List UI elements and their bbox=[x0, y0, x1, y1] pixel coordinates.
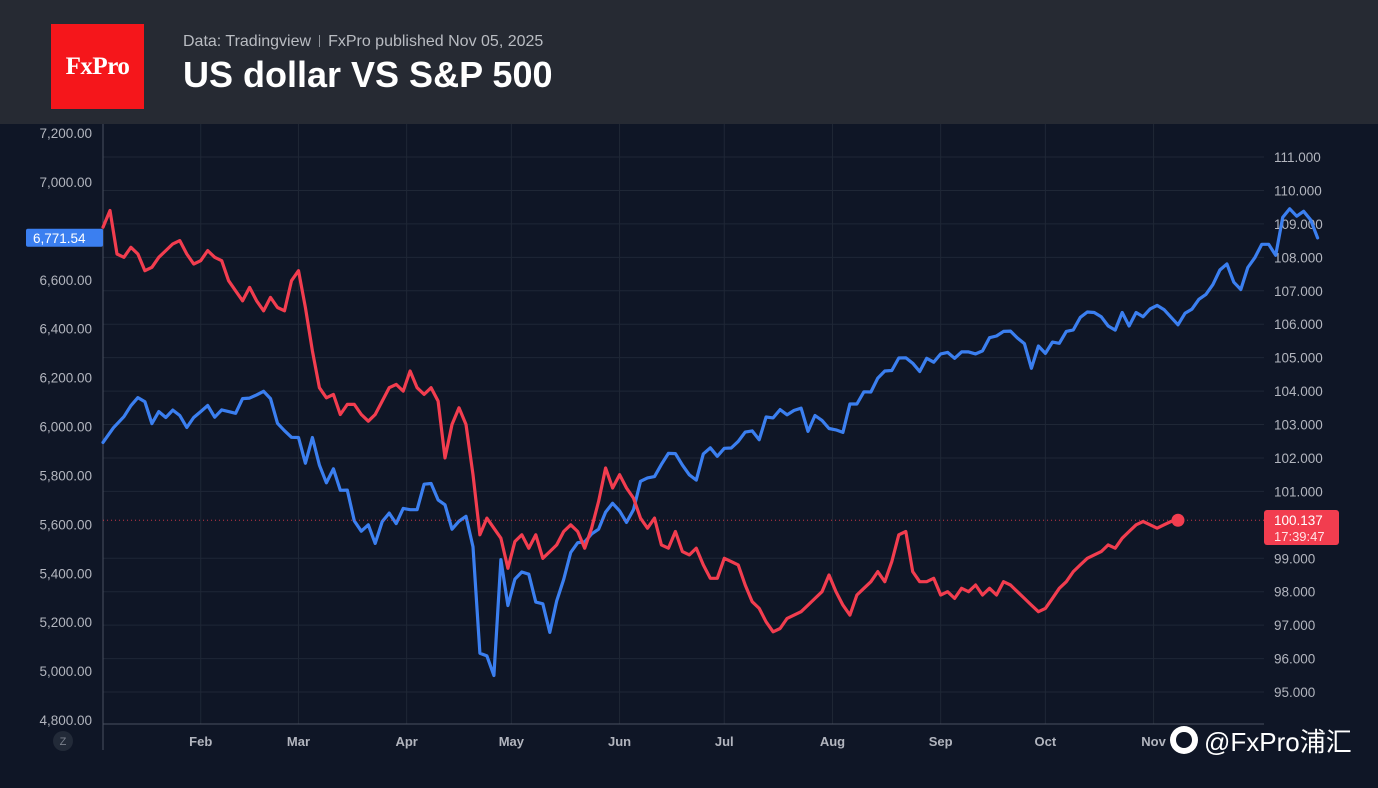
right-tick-label: 95.000 bbox=[1274, 685, 1315, 700]
left-tick-label: 5,400.00 bbox=[39, 566, 92, 581]
right-tick-label: 107.000 bbox=[1274, 284, 1323, 299]
published-date: FxPro published Nov 05, 2025 bbox=[328, 33, 544, 50]
dxy-price-tag-countdown: 17:39:47 bbox=[1274, 529, 1325, 544]
right-tick-label: 96.000 bbox=[1274, 652, 1315, 667]
header-bar: FxPro Data: Tradingview FxPro published N… bbox=[0, 0, 1378, 124]
left-tick-label: 6,200.00 bbox=[39, 371, 92, 386]
right-tick-label: 99.000 bbox=[1274, 551, 1315, 566]
zoom-reset-button bbox=[53, 731, 73, 751]
right-tick-label: 102.000 bbox=[1274, 451, 1323, 466]
right-tick-label: 97.000 bbox=[1274, 618, 1315, 633]
spx-price-tag-value: 6,771.54 bbox=[33, 231, 86, 246]
social-logo-icon bbox=[1170, 726, 1198, 754]
x-tick-label: May bbox=[499, 734, 525, 749]
right-tick-label: 104.000 bbox=[1274, 384, 1323, 399]
zoom-reset-label: Z bbox=[60, 736, 67, 748]
left-tick-label: 5,200.00 bbox=[39, 615, 92, 630]
left-tick-label: 4,800.00 bbox=[39, 713, 92, 728]
left-tick-label: 6,400.00 bbox=[39, 322, 92, 337]
x-tick-label: Nov bbox=[1141, 734, 1166, 749]
dxy-last-point-marker bbox=[1171, 513, 1185, 527]
watermark: @FxPro浦汇 bbox=[1170, 722, 1352, 758]
right-tick-label: 101.000 bbox=[1274, 484, 1323, 499]
x-tick-label: Feb bbox=[189, 734, 212, 749]
left-tick-label: 6,600.00 bbox=[39, 273, 92, 288]
left-tick-label: 5,600.00 bbox=[39, 517, 92, 532]
subtitle-separator bbox=[319, 35, 321, 47]
right-tick-label: 110.000 bbox=[1274, 183, 1322, 198]
x-tick-label: Oct bbox=[1035, 734, 1057, 749]
left-tick-label: 5,000.00 bbox=[39, 664, 92, 679]
x-tick-label: Mar bbox=[287, 734, 310, 749]
left-tick-label: 7,000.00 bbox=[39, 175, 92, 190]
dxy-series-line bbox=[101, 208, 1180, 634]
x-tick-label: Sep bbox=[929, 734, 953, 749]
chart-subtitle: Data: Tradingview FxPro published Nov 05,… bbox=[183, 33, 543, 51]
x-tick-label: Aug bbox=[820, 734, 845, 749]
logo-text: FxPro bbox=[65, 52, 130, 80]
chart-title: US dollar VS S&P 500 bbox=[183, 54, 553, 95]
right-tick-label: 111.000 bbox=[1274, 150, 1321, 165]
x-tick-label: Apr bbox=[395, 734, 417, 749]
left-tick-label: 6,000.00 bbox=[39, 420, 92, 435]
spx-series-line bbox=[101, 207, 1320, 678]
left-tick-label: 5,800.00 bbox=[39, 468, 92, 483]
dxy-price-tag-value: 100.137 bbox=[1274, 513, 1323, 528]
right-tick-label: 106.000 bbox=[1274, 317, 1323, 332]
data-source: Data: Tradingview bbox=[183, 33, 312, 50]
right-tick-label: 103.000 bbox=[1274, 418, 1323, 433]
left-tick-label: 7,200.00 bbox=[39, 126, 92, 141]
right-tick-label: 98.000 bbox=[1274, 585, 1315, 600]
watermark-text: @FxPro浦汇 bbox=[1204, 726, 1352, 757]
fxpro-logo: FxPro bbox=[51, 24, 144, 109]
x-tick-label: Jul bbox=[715, 734, 734, 749]
right-tick-label: 108.000 bbox=[1274, 250, 1323, 265]
spx-price-tag bbox=[26, 228, 103, 247]
x-tick-label: Jun bbox=[608, 734, 631, 749]
dxy-price-tag bbox=[1264, 510, 1339, 545]
right-tick-label: 105.000 bbox=[1274, 351, 1323, 366]
